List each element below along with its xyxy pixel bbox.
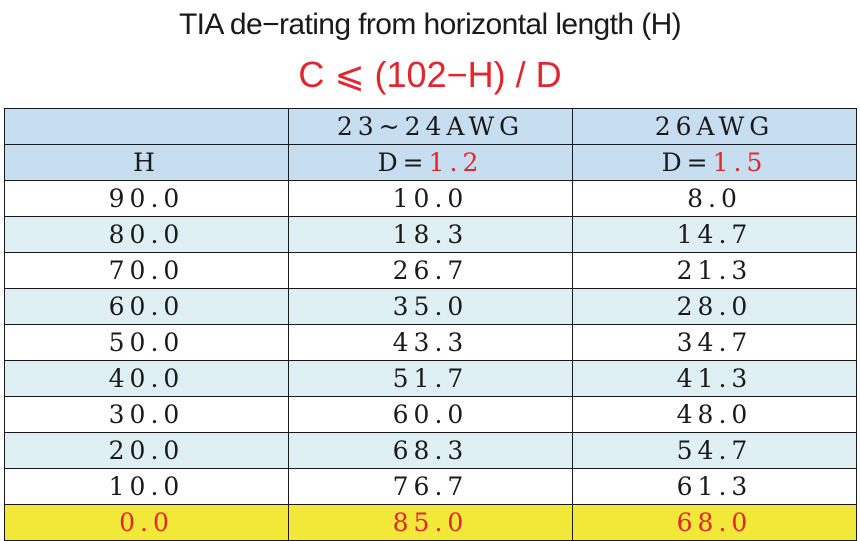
cell-23-24awg: 51.7 — [288, 360, 573, 397]
cell-23-24awg: 68.3 — [288, 432, 573, 469]
cell-h: 60.0 — [4, 288, 289, 325]
header-row-gauge: 23~24AWG 26AWG — [4, 108, 857, 145]
cell-h: 20.0 — [4, 432, 289, 469]
cell-h: 10.0 — [4, 468, 289, 505]
table-row: 30.0 60.0 48.0 — [4, 396, 857, 433]
header-row-factor: H D=1.2 D=1.5 — [4, 144, 857, 181]
cell-h: 90.0 — [4, 180, 289, 217]
d-value-24awg: 1.2 — [428, 147, 484, 177]
table-row: 10.0 76.7 61.3 — [4, 468, 857, 505]
d-value-26awg: 1.5 — [712, 147, 768, 177]
cell-23-24awg: 10.0 — [288, 180, 573, 217]
header-cell-23-24awg: 23~24AWG — [288, 108, 573, 145]
table-row-highlight: 0.0 85.0 68.0 — [4, 504, 857, 541]
derating-table-container: 23~24AWG 26AWG H D=1.2 D=1.5 90.0 10.0 8.0… — [4, 108, 857, 541]
cell-23-24awg: 76.7 — [288, 468, 573, 505]
table-row: 70.0 26.7 21.3 — [4, 252, 857, 289]
header-cell-26awg: 26AWG — [572, 108, 857, 145]
cell-h: 70.0 — [4, 252, 289, 289]
header-cell-d-24awg: D=1.2 — [288, 144, 573, 181]
cell-h: 0.0 — [4, 504, 289, 541]
table-row: 20.0 68.3 54.7 — [4, 432, 857, 469]
cell-26awg: 48.0 — [572, 396, 857, 433]
formula: C ⩽ (102−H) / D — [298, 54, 562, 95]
header-cell-h: H — [4, 144, 289, 181]
header-cell-empty — [4, 108, 289, 145]
cell-26awg: 54.7 — [572, 432, 857, 469]
derating-table: 23~24AWG 26AWG H D=1.2 D=1.5 90.0 10.0 8.0… — [4, 108, 857, 541]
cell-h: 50.0 — [4, 324, 289, 361]
cell-26awg: 68.0 — [572, 504, 857, 541]
cell-23-24awg: 26.7 — [288, 252, 573, 289]
cell-23-24awg: 18.3 — [288, 216, 573, 253]
cell-26awg: 41.3 — [572, 360, 857, 397]
cell-23-24awg: 60.0 — [288, 396, 573, 433]
table-row: 50.0 43.3 34.7 — [4, 324, 857, 361]
cell-26awg: 8.0 — [572, 180, 857, 217]
table-row: 80.0 18.3 14.7 — [4, 216, 857, 253]
cell-26awg: 28.0 — [572, 288, 857, 325]
cell-26awg: 61.3 — [572, 468, 857, 505]
cell-23-24awg: 43.3 — [288, 324, 573, 361]
table-row: 60.0 35.0 28.0 — [4, 288, 857, 325]
cell-h: 30.0 — [4, 396, 289, 433]
cell-h: 40.0 — [4, 360, 289, 397]
header-cell-d-26awg: D=1.5 — [572, 144, 857, 181]
d-prefix: D= — [661, 147, 713, 177]
cell-26awg: 34.7 — [572, 324, 857, 361]
cell-23-24awg: 85.0 — [288, 504, 573, 541]
table-row: 90.0 10.0 8.0 — [4, 180, 857, 217]
d-prefix: D= — [377, 147, 429, 177]
cell-26awg: 14.7 — [572, 216, 857, 253]
cell-h: 80.0 — [4, 216, 289, 253]
table-row: 40.0 51.7 41.3 — [4, 360, 857, 397]
cell-26awg: 21.3 — [572, 252, 857, 289]
page-title: TIA de−rating from horizontal length (H) — [178, 8, 682, 41]
cell-23-24awg: 35.0 — [288, 288, 573, 325]
